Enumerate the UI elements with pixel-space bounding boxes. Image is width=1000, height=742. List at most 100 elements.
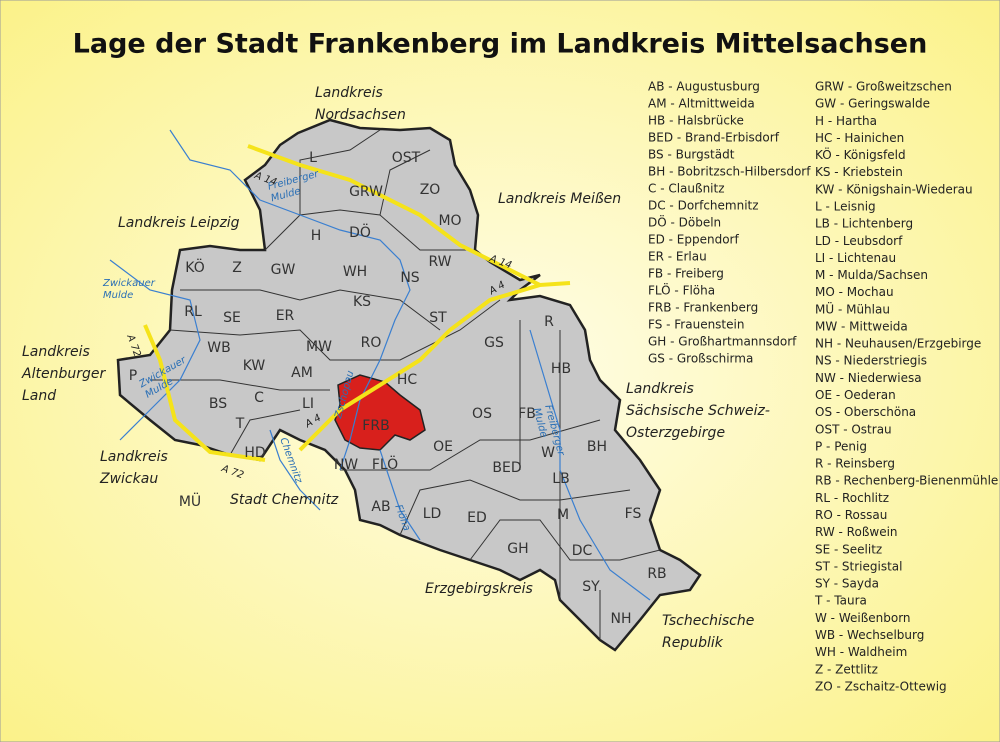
legend-entry: BS - Burgstädt (648, 148, 735, 162)
region-label: BED (492, 460, 521, 476)
title: Lage der Stadt Frankenberg im Landkreis … (73, 29, 928, 60)
legend-entry: GW - Geringswalde (815, 97, 930, 111)
neighbor-label: Republik (662, 635, 724, 651)
region-label: FLÖ (372, 455, 398, 473)
legend-entry: NS - Niederstriegis (815, 354, 927, 368)
legend-entry: ST - Striegistal (815, 559, 902, 573)
region-label: BH (587, 439, 607, 455)
legend-entry: MÜ - Mühlau (815, 300, 890, 316)
region-label: MÜ (179, 492, 201, 510)
region-label: OS (472, 406, 492, 422)
river-label: Zwickauer (102, 278, 156, 289)
region-label: ER (276, 308, 295, 324)
neighbor-label: Osterzgebirge (626, 425, 725, 441)
legend-entry: C - Claußnitz (648, 182, 725, 196)
legend-entry: OS - Oberschöna (815, 405, 916, 419)
neighbor-label: Nordsachsen (315, 107, 406, 123)
region-label: OE (433, 439, 453, 455)
legend-entry: ZO - Zschaitz-Ottewig (815, 679, 947, 693)
neighbor-label: Landkreis (22, 344, 90, 360)
neighbor-label: Altenburger (21, 366, 106, 382)
legend-entry: FRB - Frankenberg (648, 301, 758, 315)
legend-entry: KÖ - Königsfeld (815, 146, 906, 162)
legend-entry: H - Hartha (815, 114, 877, 128)
legend-entry: RL - Rochlitz (815, 491, 889, 505)
legend-entry: LI - Lichtenau (815, 251, 896, 265)
legend-entry: R - Reinsberg (815, 457, 895, 471)
legend-entry: FLÖ - Flöha (648, 282, 715, 298)
region-label: AM (291, 365, 313, 381)
region-label: KÖ (185, 258, 204, 276)
region-label: RB (647, 566, 666, 582)
neighbor-label: Sächsische Schweiz- (626, 403, 770, 419)
legend-entry: M - Mulda/Sachsen (815, 268, 928, 282)
region-label: RW (428, 254, 451, 270)
legend-entry: NH - Neuhausen/Erzgebirge (815, 337, 981, 351)
river-label: Mulde (103, 290, 133, 301)
neighbor-label: Landkreis Meißen (498, 191, 621, 207)
legend-entry: P - Penig (815, 439, 867, 453)
region-label: GRW (349, 184, 383, 200)
legend-entry: NW - Niederwiesa (815, 371, 922, 385)
region-label: ED (467, 510, 487, 526)
neighbor-label: Erzgebirgskreis (425, 581, 533, 597)
neighbor-label: Landkreis Leipzig (118, 215, 240, 231)
region-label: AB (371, 499, 390, 515)
region-label: W (541, 445, 555, 461)
region-label: H (311, 228, 322, 244)
legend-entry: ED - Eppendorf (648, 233, 739, 247)
legend-entry: KW - Königshain-Wiederau (815, 182, 973, 196)
municipal-borders (150, 129, 661, 640)
region-label: WH (343, 264, 367, 280)
neighbor-label: Landkreis (315, 85, 383, 101)
legend-entry: HB - Halsbrücke (648, 114, 744, 128)
legend-entry: L - Leisnig (815, 199, 876, 213)
region-label: ZO (420, 182, 441, 198)
legend-entry: SE - Seelitz (815, 542, 882, 556)
legend-entry: DC - Dorfchemnitz (648, 199, 759, 213)
highways (143, 144, 571, 462)
legend-entry: HC - Hainichen (815, 131, 904, 145)
legend-entry: ER - Erlau (648, 250, 707, 264)
region-label: HC (397, 372, 418, 388)
legend-entry: LB - Lichtenberg (815, 217, 913, 231)
neighbor-label: Zwickau (99, 471, 158, 487)
region-label: T (235, 416, 245, 432)
region-label: GS (484, 335, 504, 351)
region-label: SE (223, 310, 241, 326)
legend-entry: GH - Großhartmannsdorf (648, 335, 797, 349)
legend-entry: BED - Brand-Erbisdorf (648, 131, 780, 145)
neighbor-label: Landkreis (100, 449, 168, 465)
region-label: KS (353, 294, 371, 310)
legend-entry: GRW - Großweitzschen (815, 80, 952, 94)
legend-entry: KS - Kriebstein (815, 165, 903, 179)
region-label: HD (244, 445, 265, 461)
region-label: GW (271, 262, 296, 278)
legend-entry: WH - Waldheim (815, 645, 907, 659)
region-label: LI (302, 396, 314, 412)
legend-entry: DÖ - Döbeln (648, 214, 721, 230)
region-label: BS (209, 396, 227, 412)
region-label: MW (306, 339, 332, 355)
legend-entry: MO - Mochau (815, 285, 894, 299)
region-label: SY (582, 579, 600, 595)
region-label: WB (207, 340, 230, 356)
region-label: DÖ (349, 223, 371, 241)
legend-entry: RW - Roßwein (815, 525, 898, 539)
legend-entry: AB - Augustusburg (648, 80, 760, 94)
region-label: RO (361, 335, 382, 351)
region-label: FS (625, 506, 642, 522)
legend-entry: FB - Freiberg (648, 267, 724, 281)
region-label: GH (507, 541, 528, 557)
frankenberg-area (334, 374, 426, 451)
region-label: P (129, 368, 137, 384)
region-label: RL (184, 304, 202, 320)
neighbor-label: Stadt Chemnitz (230, 492, 339, 508)
legend-entry: RB - Rechenberg-Bienenmühle (815, 474, 998, 488)
legend-entry: SY - Sayda (815, 577, 879, 591)
region-label: M (557, 507, 569, 523)
legend-entry: W - Weißenborn (815, 611, 911, 625)
legend-entry: WB - Wechselburg (815, 628, 924, 642)
legend-entry: AM - Altmittweida (648, 97, 755, 111)
